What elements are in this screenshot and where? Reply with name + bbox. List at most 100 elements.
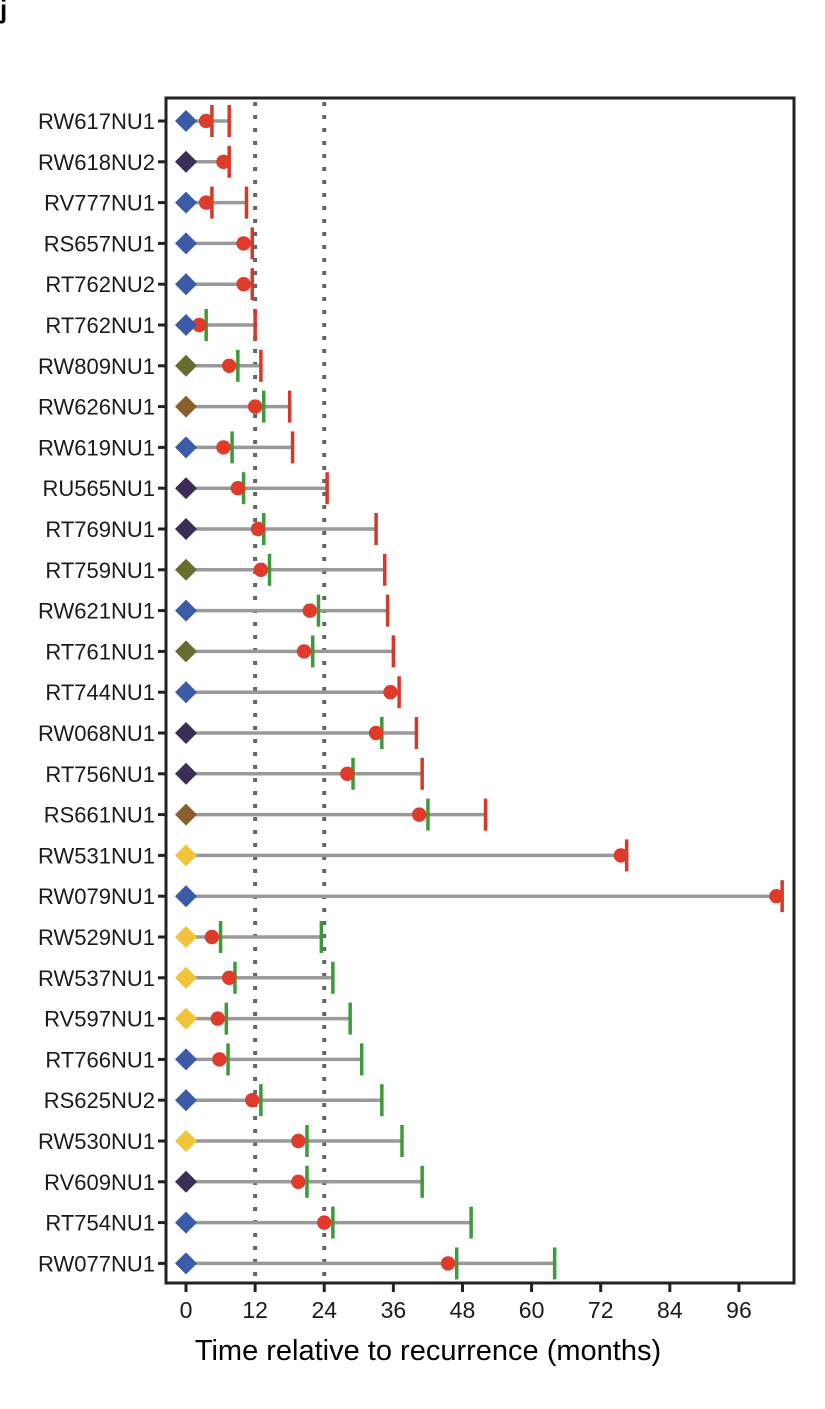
recurrence-dot xyxy=(317,1215,332,1230)
patient-row xyxy=(175,676,401,709)
baseline-diamond xyxy=(175,191,197,214)
patient-row xyxy=(175,1084,384,1117)
baseline-diamond xyxy=(175,150,197,173)
recurrence-dot xyxy=(230,481,246,496)
y-axis: RW617NU1 RW618NU2 RV777NU1 RS657NU1 RT762NU2… xyxy=(38,109,166,1276)
patient-label: RW068NU1 xyxy=(38,721,155,746)
patient-label: RS661NU1 xyxy=(44,803,155,828)
patient-label: RT754NU1 xyxy=(45,1211,155,1236)
plot-frame xyxy=(164,96,796,1285)
x-tick-label: 84 xyxy=(657,1297,683,1323)
patient-row xyxy=(175,961,335,994)
patient-label: RT761NU1 xyxy=(45,639,155,664)
patient-label: RS657NU1 xyxy=(44,231,155,256)
patient-row xyxy=(175,1002,352,1035)
patient-row xyxy=(175,431,295,464)
baseline-diamond xyxy=(175,885,197,908)
patient-row xyxy=(175,839,629,872)
x-tick-label: 60 xyxy=(519,1297,545,1323)
patient-row xyxy=(175,1043,364,1076)
patient-row xyxy=(175,1247,557,1280)
recurrence-dot xyxy=(296,644,312,659)
patient-label: RU565NU1 xyxy=(43,476,156,501)
baseline-diamond xyxy=(175,844,197,867)
swim-lanes xyxy=(175,105,784,1280)
panel-letter: j xyxy=(0,0,7,24)
patient-row xyxy=(175,309,257,341)
baseline-diamond xyxy=(175,1211,197,1234)
patient-label: RV597NU1 xyxy=(44,1007,155,1032)
baseline-diamond xyxy=(175,1130,197,1152)
recurrence-dot xyxy=(613,848,629,863)
recurrence-dot xyxy=(383,685,398,700)
baseline-diamond xyxy=(175,926,197,948)
recurrence-dot xyxy=(291,1133,306,1149)
patient-label: RV777NU1 xyxy=(44,191,155,216)
baseline-diamond xyxy=(175,803,197,826)
patient-row xyxy=(175,349,263,382)
baseline-diamond xyxy=(175,518,197,540)
patient-row xyxy=(175,1165,424,1198)
baseline-diamond xyxy=(175,354,197,377)
recurrence-dot xyxy=(247,399,263,414)
patient-label: RW809NU1 xyxy=(38,354,155,379)
x-tick-label: 36 xyxy=(381,1297,407,1323)
patient-label: RW537NU1 xyxy=(38,966,155,991)
patient-label: RW529NU1 xyxy=(38,925,155,950)
baseline-diamond xyxy=(175,395,197,418)
baseline-diamond xyxy=(175,681,197,704)
x-tick-label: 0 xyxy=(180,1297,193,1323)
recurrence-dot xyxy=(340,766,355,781)
patient-label: RW530NU1 xyxy=(38,1129,155,1154)
patient-label: RW617NU1 xyxy=(38,109,155,134)
patient-label: RT762NU1 xyxy=(45,313,155,338)
patient-label: RT756NU1 xyxy=(45,762,155,787)
x-axis: 0 12 24 36 48 60 72 84 96 xyxy=(180,1283,752,1323)
baseline-diamond xyxy=(175,966,197,989)
recurrence-dot xyxy=(769,889,784,904)
recurrence-dot xyxy=(216,440,231,455)
recurrence-dot xyxy=(198,195,214,210)
patient-row xyxy=(175,594,390,627)
recurrence-dot xyxy=(440,1256,456,1271)
baseline-diamond xyxy=(175,1252,197,1275)
patient-label: RW619NU1 xyxy=(38,435,155,460)
baseline-diamond xyxy=(175,477,197,500)
patient-row xyxy=(175,390,292,423)
recurrence-dot xyxy=(368,725,384,741)
patient-label: RT762NU2 xyxy=(45,272,155,297)
baseline-diamond xyxy=(175,232,197,255)
recurrence-dot xyxy=(302,603,318,618)
recurrence-dot xyxy=(212,1052,227,1067)
patient-label: RT766NU1 xyxy=(45,1047,155,1072)
patient-label: RV609NU1 xyxy=(44,1170,155,1195)
x-axis-title: Time relative to recurrence (months) xyxy=(195,1335,661,1367)
baseline-diamond xyxy=(175,640,197,663)
patient-row xyxy=(175,186,249,219)
patient-row xyxy=(175,1206,473,1239)
baseline-diamond xyxy=(175,1089,197,1112)
patient-row xyxy=(175,227,254,260)
patient-label: RW621NU1 xyxy=(38,599,155,624)
patient-label: RT744NU1 xyxy=(45,680,155,705)
patient-label: RS625NU2 xyxy=(44,1088,155,1113)
patient-label: RW626NU1 xyxy=(38,395,155,420)
x-tick-label: 72 xyxy=(588,1297,614,1323)
reference-lines xyxy=(253,102,327,1281)
patient-label: RT759NU1 xyxy=(45,558,155,583)
x-tick-label: 48 xyxy=(450,1297,476,1323)
recurrence-dot xyxy=(198,113,214,129)
patient-label: RW079NU1 xyxy=(38,884,155,909)
recurrence-dot xyxy=(204,929,220,945)
patient-row xyxy=(175,472,329,505)
patient-row xyxy=(175,757,424,790)
recurrence-dot xyxy=(412,807,427,822)
recurrence-dot xyxy=(245,1093,260,1108)
patient-row xyxy=(175,105,231,137)
patient-row xyxy=(175,921,324,953)
recurrence-dot xyxy=(192,317,207,333)
recurrence-dot xyxy=(210,1011,225,1026)
patient-row xyxy=(175,145,231,178)
baseline-diamond xyxy=(175,1170,197,1193)
